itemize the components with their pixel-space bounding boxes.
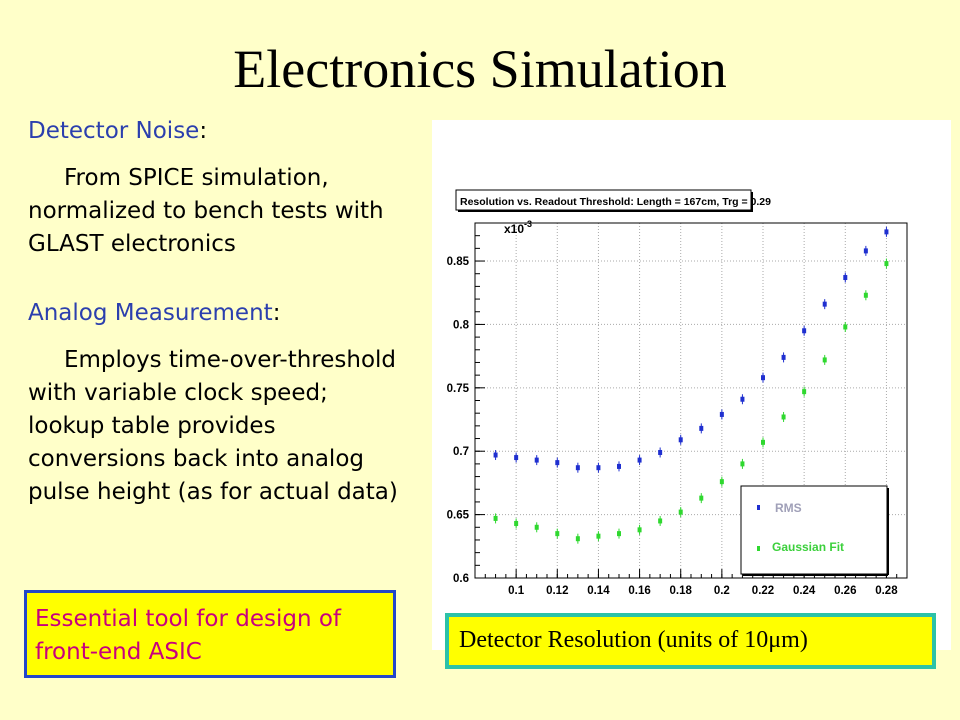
points-layer: [493, 226, 889, 544]
axis-multiplier: x10-3: [504, 219, 532, 236]
rms-point: [493, 452, 498, 458]
x-tick-label: 0.2: [714, 585, 730, 597]
asic-callout-box: Essential tool for design of front-end A…: [24, 590, 396, 678]
y-tick-label: 0.75: [447, 383, 470, 395]
gaussian-fit-point: [555, 531, 560, 537]
rms-point: [555, 460, 560, 466]
legend-box: [740, 485, 888, 575]
analog-measurement-text: Employs time-over-threshold with variabl…: [28, 344, 408, 509]
resolution-chart: 0.1 0.12 0.14 0.16 0.18 0.2 0.22 0.24 0.26 0.28 0.…: [432, 186, 951, 652]
legend-rms-label: RMS: [775, 501, 802, 515]
detector-noise-heading-label: Detector Noise: [28, 118, 200, 144]
rms-point: [658, 449, 663, 455]
chart-caption: Detector Resolution (units of 10μm): [459, 627, 808, 653]
y-tick-label: 0.85: [447, 256, 470, 268]
asic-callout-text: Essential tool for design of front-end A…: [35, 606, 342, 665]
gaussian-fit-point: [740, 461, 745, 467]
slide-title: Electronics Simulation: [233, 39, 727, 99]
rms-point: [514, 455, 519, 461]
detector-noise-colon: :: [199, 118, 208, 144]
x-tick-label: 0.26: [834, 585, 856, 597]
chart-canvas: [432, 186, 951, 652]
x-tick-label: 0.12: [546, 585, 568, 597]
plot-panel: 0.1 0.12 0.14 0.16 0.18 0.2 0.22 0.24 0.26 0.28 0.…: [432, 120, 951, 652]
gaussian-fit-point: [802, 389, 807, 395]
gaussian-fit-point: [822, 357, 827, 363]
y-tick-label: 0.65: [447, 510, 470, 522]
legend-rms-marker: [757, 505, 760, 510]
rms-point: [699, 425, 704, 431]
gaussian-fit-point: [678, 509, 683, 515]
x-tick-label: 0.22: [752, 585, 774, 597]
gaussian-fit-point: [863, 292, 868, 298]
gaussian-fit-point: [493, 515, 498, 521]
gaussian-fit-point: [596, 533, 601, 539]
gaussian-fit-point: [843, 324, 848, 330]
gaussian-fit-point: [884, 261, 889, 267]
x-tick-label: 0.28: [875, 585, 898, 597]
y-tick-label: 0.7: [453, 446, 469, 458]
gaussian-fit-point: [637, 527, 642, 533]
rms-point: [863, 248, 868, 254]
rms-point: [534, 457, 539, 463]
rms-point: [596, 465, 601, 471]
label-layer: 0.1 0.12 0.14 0.16 0.18 0.2 0.22 0.24 0.26 0.28 0.…: [447, 256, 899, 597]
gaussian-fit-point: [719, 479, 724, 485]
rms-point: [637, 457, 642, 463]
chart-title: Resolution vs. Readout Threshold: Length…: [460, 196, 771, 208]
rms-point: [822, 301, 827, 307]
rms-point: [761, 375, 765, 381]
rms-point: [575, 465, 580, 471]
rms-point: [617, 463, 621, 469]
x-tick-label: 0.24: [793, 585, 816, 597]
detector-noise-heading: Detector Noise:: [28, 118, 207, 144]
gaussian-fit-point: [781, 414, 786, 420]
gaussian-fit-point: [514, 520, 519, 526]
x-tick-label: 0.1: [508, 585, 525, 597]
rms-point: [678, 437, 683, 443]
analog-measurement-colon: :: [272, 300, 281, 326]
detector-noise-text: From SPICE simulation, normalized to ben…: [28, 162, 408, 261]
gaussian-fit-point: [575, 536, 580, 542]
gaussian-fit-point: [617, 531, 621, 537]
x-tick-label: 0.14: [587, 585, 610, 597]
gaussian-fit-point: [761, 439, 765, 445]
x-tick-label: 0.18: [670, 585, 693, 597]
chart-caption-box: Detector Resolution (units of 10μm): [445, 613, 936, 669]
legend-gaussian-marker: [757, 546, 760, 551]
rms-point: [740, 396, 745, 402]
legend-gaussian-label: Gaussian Fit: [772, 540, 844, 554]
gaussian-fit-point: [534, 524, 539, 530]
rms-point: [802, 328, 807, 334]
rms-point: [781, 354, 786, 360]
analog-measurement-body: Employs time-over-threshold with variabl…: [28, 347, 398, 505]
rms-point: [843, 275, 848, 281]
rms-point: [719, 411, 724, 417]
gaussian-fit-point: [658, 518, 663, 524]
analog-measurement-heading: Analog Measurement:: [28, 300, 280, 326]
x-tick-label: 0.16: [628, 585, 650, 597]
gaussian-fit-point: [699, 495, 704, 501]
y-tick-label: 0.8: [453, 319, 470, 331]
detector-noise-body: From SPICE simulation, normalized to ben…: [28, 165, 384, 257]
analog-measurement-heading-label: Analog Measurement: [28, 300, 273, 326]
y-tick-label: 0.6: [453, 573, 469, 585]
rms-point: [884, 229, 889, 235]
